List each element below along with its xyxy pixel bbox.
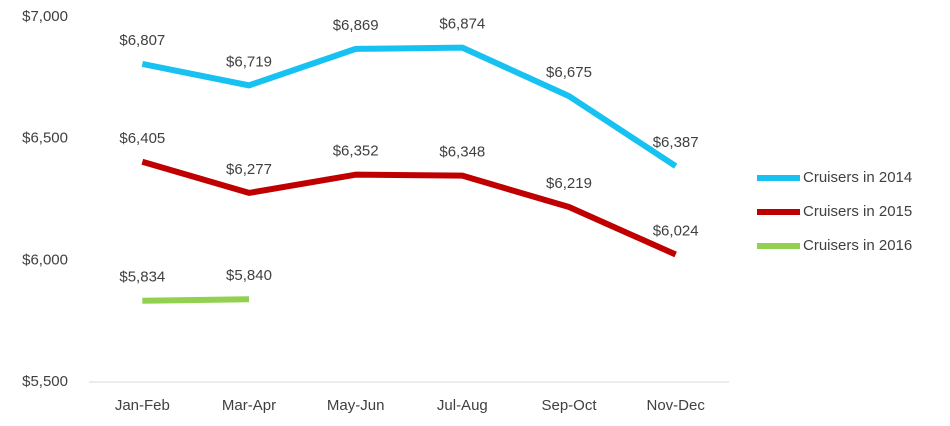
data-label: $5,840 [226,267,272,284]
data-label: $6,352 [333,143,379,160]
data-label: $6,387 [653,134,699,151]
x-tick-label: Mar-Apr [222,397,276,414]
series-line [141,158,677,258]
data-label: $6,675 [546,64,592,81]
x-tick-label: May-Jun [327,397,385,414]
data-label: $6,869 [333,17,379,34]
y-tick-label: $7,000 [22,8,68,25]
series-line [142,296,250,304]
y-tick-label: $5,500 [22,373,68,390]
legend-label: Cruisers in 2016 [803,237,912,254]
data-label: $6,874 [439,16,485,33]
data-label: $6,405 [119,130,165,147]
series-line [141,44,678,169]
legend-label: Cruisers in 2015 [803,203,912,220]
legend-label: Cruisers in 2014 [803,169,912,186]
data-label: $6,219 [546,175,592,192]
x-tick-label: Sep-Oct [541,397,597,414]
x-tick-label: Jan-Feb [115,397,170,414]
data-label: $5,834 [119,269,165,286]
data-label: $6,024 [653,222,699,239]
y-tick-label: $6,000 [22,251,68,268]
x-tick-label: Nov-Dec [646,397,705,414]
y-tick-label: $6,500 [22,130,68,147]
data-label: $6,277 [226,161,272,178]
data-label: $6,719 [226,53,272,70]
data-label: $6,348 [439,144,485,161]
x-tick-label: Jul-Aug [437,397,488,414]
data-label: $6,807 [119,32,165,49]
